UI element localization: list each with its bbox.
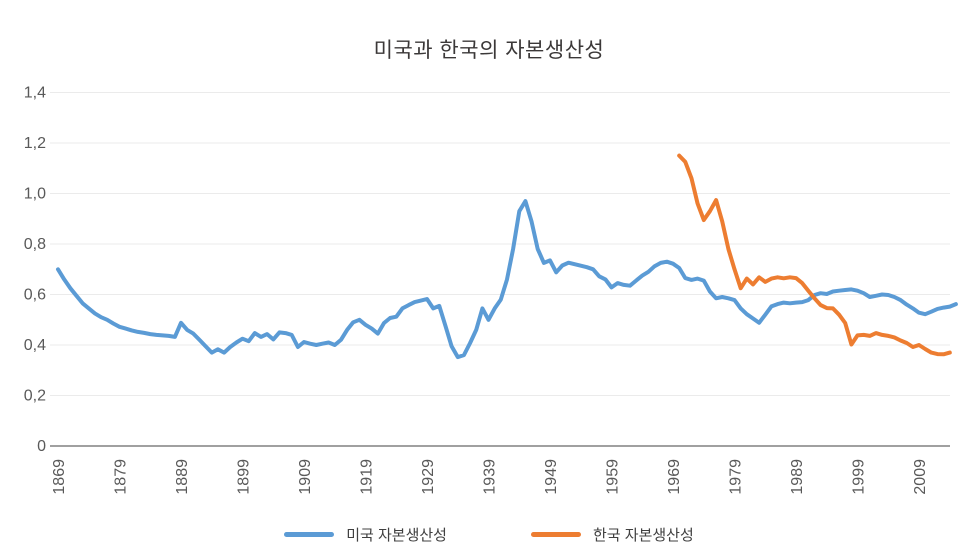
y-axis-tick-label: 0,8	[24, 236, 46, 253]
y-axis-tick-label: 0,2	[24, 388, 46, 405]
legend-label-us: 미국 자본생산성	[346, 527, 447, 544]
x-axis-tick-label: 1999	[851, 459, 868, 495]
x-axis-tick-label: 1969	[666, 459, 683, 495]
y-axis-tick-label: 1,2	[24, 135, 46, 152]
x-axis-tick-label: 2009	[912, 459, 929, 495]
y-axis-tick-label: 0	[37, 438, 46, 455]
us-series-line	[56, 199, 958, 360]
x-axis-tick-label: 1979	[728, 459, 745, 495]
x-axis-tick-label: 1989	[789, 459, 806, 495]
y-axis-tick-label: 0,4	[24, 337, 46, 354]
y-axis-tick-label: 1,4	[24, 85, 46, 102]
legend-label-korea: 한국 자본생산성	[593, 527, 694, 544]
x-axis-tick-label: 1939	[482, 459, 499, 495]
chart-legend: 미국 자본생산성 한국 자본생산성	[0, 524, 978, 545]
x-axis-tick-label: 1949	[543, 459, 560, 495]
legend-item-korea: 한국 자본생산성	[531, 524, 694, 545]
y-axis-tick-label: 0,6	[24, 287, 46, 304]
korea-series-line	[677, 153, 952, 357]
x-axis-tick-label: 1879	[113, 459, 130, 495]
x-axis-tick-label: 1919	[359, 459, 376, 495]
x-axis-tick-label: 1959	[605, 459, 622, 495]
x-axis-tick-label: 1869	[51, 459, 68, 495]
legend-item-us: 미국 자본생산성	[284, 524, 447, 545]
korea-line-swatch-icon	[531, 532, 581, 537]
x-axis-tick-label: 1909	[297, 459, 314, 495]
x-axis-tick-label: 1929	[420, 459, 437, 495]
us-line-swatch-icon	[284, 532, 335, 537]
x-axis-tick-label: 1899	[236, 459, 253, 495]
chart-title: 미국과 한국의 자본생산성	[373, 39, 605, 62]
y-axis-tick-label: 1,0	[24, 186, 46, 203]
x-axis-tick-label: 1889	[174, 459, 191, 495]
